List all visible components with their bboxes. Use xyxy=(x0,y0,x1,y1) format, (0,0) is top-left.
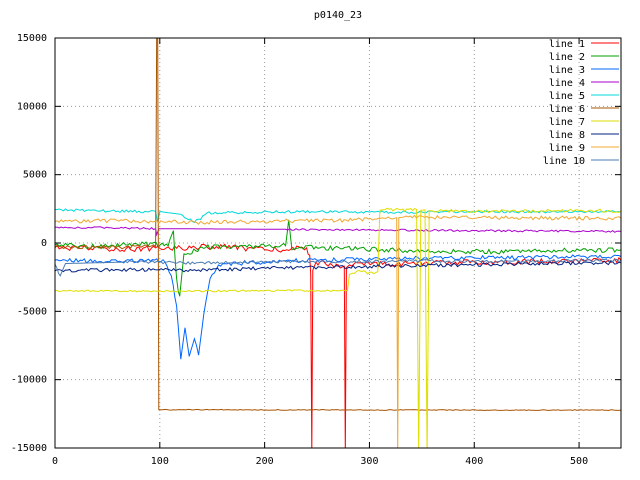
y-tick-label: -10000 xyxy=(11,375,47,386)
series-line-5 xyxy=(55,208,621,224)
series-line-9 xyxy=(55,214,621,448)
x-tick-label: 300 xyxy=(360,456,378,467)
y-tick-label: 0 xyxy=(41,238,47,249)
x-tick-label: 400 xyxy=(465,456,483,467)
x-tick-label: 0 xyxy=(52,456,58,467)
plot-border xyxy=(54,37,622,449)
legend-label: line 8 xyxy=(549,130,585,141)
series-line-8 xyxy=(55,260,621,273)
y-tick-label: 5000 xyxy=(23,170,47,181)
y-tick-label: 15000 xyxy=(17,33,47,44)
legend-label: line 6 xyxy=(549,104,585,115)
legend-label: line 10 xyxy=(543,156,585,167)
x-tick-label: 200 xyxy=(256,456,274,467)
chart-title: p0140_23 xyxy=(313,10,363,21)
legend-label: line 3 xyxy=(549,65,585,76)
legend-label: line 7 xyxy=(549,117,585,128)
series-line-4 xyxy=(55,226,621,237)
series-line-10 xyxy=(55,258,621,277)
legend-label: line 4 xyxy=(549,78,585,89)
series-line-7 xyxy=(55,207,621,448)
series-line-2 xyxy=(55,219,621,297)
legend-label: line 5 xyxy=(549,91,585,102)
series-line-6 xyxy=(55,38,621,412)
y-tick-label: -5000 xyxy=(17,306,47,317)
y-tick-label: 10000 xyxy=(17,101,47,112)
series-line-1 xyxy=(55,243,621,448)
legend-label: line 9 xyxy=(549,143,585,154)
x-tick-label: 500 xyxy=(570,456,588,467)
y-tick-label: -15000 xyxy=(11,443,47,454)
x-tick-label: 100 xyxy=(151,456,169,467)
legend-label: line 1 xyxy=(549,39,585,50)
series-line-3 xyxy=(55,254,621,360)
legend-label: line 2 xyxy=(549,52,585,63)
